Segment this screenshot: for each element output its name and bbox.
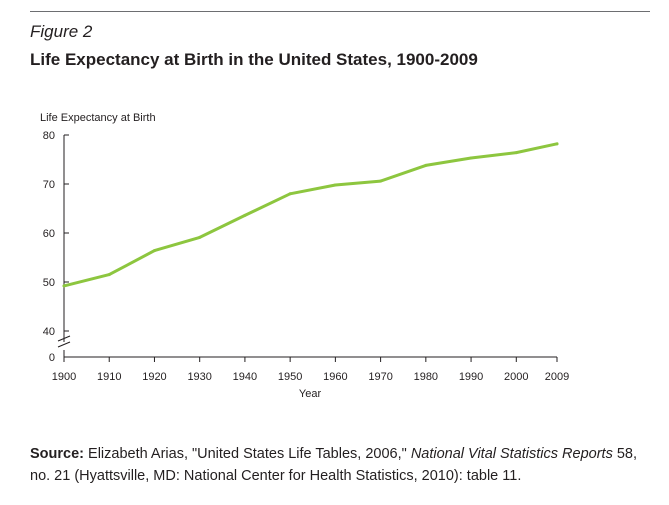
axis-break-icon xyxy=(57,335,71,348)
series-line-life-expectancy xyxy=(62,142,559,288)
x-tick-label: 1940 xyxy=(233,371,257,383)
data-point-1920 xyxy=(152,249,156,253)
data-point-1960 xyxy=(333,183,337,187)
y-tick-label: 70 xyxy=(43,179,55,191)
source-publication: National Vital Statistics Reports xyxy=(410,446,613,462)
figure-label: Figure 2 xyxy=(30,22,93,41)
source-text-b: 58, no. 21 (Hyattsville, MD: National Ce… xyxy=(30,446,638,484)
data-point-1970 xyxy=(379,179,383,183)
source-note: Source: Elizabeth Arias, "United States … xyxy=(30,443,650,487)
y-ticks: 0 40 50 60 70 80 xyxy=(43,130,69,364)
data-point-1950 xyxy=(288,192,292,196)
x-tick-label: 1920 xyxy=(142,371,166,383)
x-tick-label: 2009 xyxy=(545,371,569,383)
life-expectancy-chart: Life Expectancy at Birth 0 40 50 60 70 80 190… xyxy=(40,112,569,400)
x-tick-label: 2000 xyxy=(504,371,528,383)
data-point-1910 xyxy=(107,273,111,277)
x-tick-label: 1910 xyxy=(97,371,121,383)
x-tick-label: 1990 xyxy=(459,371,483,383)
y-tick-label: 50 xyxy=(43,277,55,289)
top-rule xyxy=(30,11,650,12)
x-tick-label: 1980 xyxy=(414,371,438,383)
data-point-1980 xyxy=(424,163,428,167)
x-tick-label: 1960 xyxy=(323,371,347,383)
y-tick-label: 40 xyxy=(43,326,55,338)
data-point-1900 xyxy=(62,284,66,288)
x-axis-label: Year xyxy=(299,388,322,400)
data-point-1990 xyxy=(469,156,473,160)
x-tick-label: 1900 xyxy=(52,371,76,383)
source-text-a: Elizabeth Arias, "United States Life Tab… xyxy=(84,446,411,462)
x-ticks: 1900 1910 1920 1930 1940 1950 1960 1970 1980 1990… xyxy=(52,357,569,383)
x-tick-label: 1950 xyxy=(278,371,302,383)
data-point-2009 xyxy=(555,142,559,146)
y-tick-label: 0 xyxy=(49,352,55,364)
series-points xyxy=(62,142,559,288)
data-point-1940 xyxy=(243,213,247,217)
y-tick-label: 60 xyxy=(43,228,55,240)
y-tick-label: 80 xyxy=(43,130,55,142)
x-tick-label: 1930 xyxy=(187,371,211,383)
source-label: Source: xyxy=(30,446,84,462)
figure-title: Life Expectancy at Birth in the United S… xyxy=(30,50,478,69)
data-point-2000 xyxy=(514,151,518,155)
data-point-1930 xyxy=(198,235,202,239)
x-tick-label: 1970 xyxy=(368,371,392,383)
y-axis-label: Life Expectancy at Birth xyxy=(40,112,156,124)
